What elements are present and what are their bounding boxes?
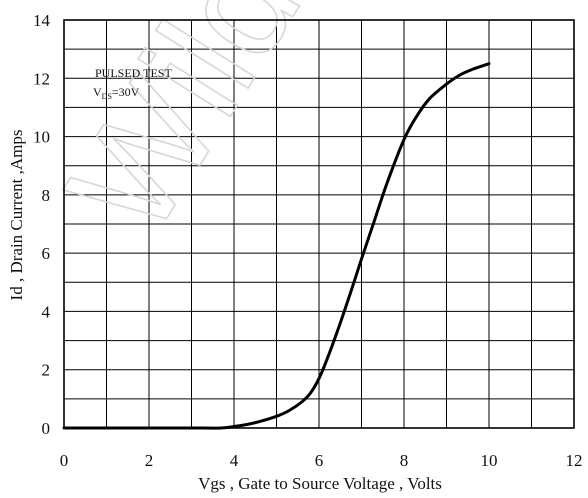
annotation-vds-value: =30V [112, 85, 140, 99]
x-tick-label: 0 [60, 451, 69, 470]
annotation-block: PULSED TEST VDS=30V [93, 66, 172, 101]
y-tick-label: 2 [42, 361, 51, 380]
y-tick-label: 8 [42, 186, 51, 205]
annotation-pulsed-test: PULSED TEST [95, 66, 172, 80]
x-tick-label: 10 [481, 451, 498, 470]
y-tick-label: 10 [33, 128, 50, 147]
x-tick-label: 4 [230, 451, 239, 470]
annotation-vds: VDS=30V [93, 85, 140, 101]
annotation-vds-symbol: V [93, 85, 102, 99]
x-tick-labels: 0 2 4 6 8 10 12 [60, 451, 583, 470]
y-tick-labels: 0 2 4 6 8 10 12 14 [33, 11, 51, 438]
plot-frame [63, 19, 575, 429]
y-tick-label: 4 [42, 302, 51, 321]
grid-lines [63, 19, 575, 429]
y-tick-label: 6 [42, 244, 51, 263]
annotation-vds-subscript: DS [102, 92, 112, 101]
x-tick-label: 2 [145, 451, 154, 470]
y-axis-title: Id , Drain Current ,Amps [7, 130, 26, 301]
y-tick-label: 0 [42, 419, 51, 438]
x-tick-label: 12 [566, 451, 583, 470]
drain-current-curve [62, 62, 491, 430]
x-tick-label: 6 [315, 451, 324, 470]
y-tick-label: 12 [33, 69, 50, 88]
x-axis-title: Vgs , Gate to Source Voltage , Volts [198, 474, 442, 493]
x-tick-label: 8 [400, 451, 409, 470]
y-tick-label: 14 [33, 11, 51, 30]
